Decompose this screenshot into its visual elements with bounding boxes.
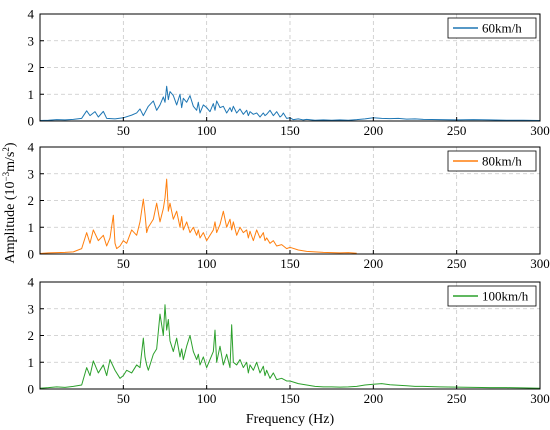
y-tick-label: 4 <box>28 7 35 22</box>
x-tick-label: 300 <box>530 256 550 271</box>
legend-box <box>447 285 537 307</box>
x-tick-label: 50 <box>117 123 130 138</box>
x-tick-label: 250 <box>447 123 467 138</box>
panel-1: 0 1 2 3 4 50 100 150 200 250 300 60km/h <box>28 7 550 139</box>
legend-2: 80km/h <box>447 150 537 172</box>
x-tick-label: 200 <box>364 391 384 406</box>
x-tick-label: 300 <box>530 123 550 138</box>
x-tick-label: 100 <box>197 256 217 271</box>
x-tick-label: 150 <box>280 391 300 406</box>
x-tick-label: 150 <box>280 256 300 271</box>
y-axis-label-unit: m/s <box>3 152 18 172</box>
legend-label: 60km/h <box>482 21 522 36</box>
legend-box <box>447 17 537 39</box>
series-line-100km/h <box>39 304 541 389</box>
y-tick-label: 1 <box>28 355 35 370</box>
y-tick-label: 1 <box>28 220 35 235</box>
panel-2: 0 1 2 3 4 50 100 150 200 250 300 80km/h <box>28 140 550 272</box>
x-tick-label: 250 <box>447 256 467 271</box>
y-tick-label: 4 <box>28 275 35 290</box>
legend-box <box>447 150 537 172</box>
y-axis-label: Amplitude (10−3m/s2) <box>1 142 18 263</box>
legend-1: 60km/h <box>447 17 537 39</box>
y-tick-label: 0 <box>28 114 35 129</box>
x-tick-label: 300 <box>530 391 550 406</box>
legend-label: 80km/h <box>482 154 522 169</box>
y-tick-label: 0 <box>28 382 35 397</box>
y-tick-label: 3 <box>28 166 35 181</box>
y-tick-label: 2 <box>28 328 35 343</box>
y-tick-label: 3 <box>28 33 35 48</box>
panel-3: 0 1 2 3 4 50 100 150 200 250 300 100km/h <box>28 275 550 407</box>
x-tick-label: 100 <box>197 391 217 406</box>
x-tick-label: 50 <box>117 256 130 271</box>
y-tick-label: 4 <box>28 140 35 155</box>
y-axis-label-prefix: Amplitude (10 <box>3 181 18 263</box>
y-tick-label: 0 <box>28 247 35 262</box>
y-tick-label: 2 <box>28 193 35 208</box>
series-line-80km/h <box>39 178 357 254</box>
x-tick-label: 200 <box>364 123 384 138</box>
x-tick-label: 250 <box>447 391 467 406</box>
y-tick-label: 2 <box>28 60 35 75</box>
y-tick-label: 3 <box>28 301 35 316</box>
x-tick-label: 150 <box>280 123 300 138</box>
x-tick-label: 100 <box>197 123 217 138</box>
x-axis-label: Frequency (Hz) <box>246 412 335 427</box>
y-axis-label-exp2: 2 <box>1 147 11 152</box>
x-tick-label: 50 <box>117 391 130 406</box>
series-line-60km/h <box>39 85 541 121</box>
legend-3: 100km/h <box>447 285 537 307</box>
x-tick-label: 200 <box>364 256 384 271</box>
y-axis-label-suffix: ) <box>3 142 18 147</box>
legend-label: 100km/h <box>482 289 529 304</box>
y-axis-label-exp1: −3 <box>1 171 11 181</box>
y-tick-label: 1 <box>28 87 35 102</box>
